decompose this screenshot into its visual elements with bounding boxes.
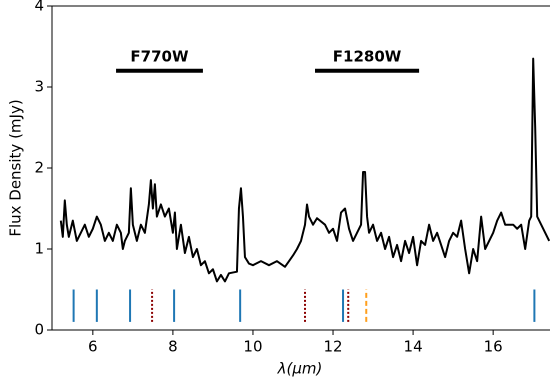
y-tick-label: 1 bbox=[34, 240, 44, 258]
plot-area bbox=[59, 57, 550, 322]
x-tick-label: 16 bbox=[484, 338, 503, 356]
x-tick-label: 10 bbox=[243, 338, 262, 356]
x-tick-label: 8 bbox=[168, 338, 178, 356]
x-tick-label: 6 bbox=[88, 338, 98, 356]
filter-label: F770W bbox=[130, 47, 189, 65]
y-axis-label: Flux Density (mJy) bbox=[7, 99, 25, 236]
y-tick-label: 3 bbox=[34, 78, 44, 96]
x-tick-label: 14 bbox=[404, 338, 423, 356]
y-tick-label: 2 bbox=[34, 159, 44, 177]
y-tick-label: 0 bbox=[34, 321, 44, 339]
spectrum-line bbox=[59, 57, 550, 283]
filter-label: F1280W bbox=[333, 47, 402, 65]
x-tick-label: 12 bbox=[323, 338, 342, 356]
y-tick-label: 4 bbox=[34, 0, 44, 15]
x-axis-label: λ(μm) bbox=[277, 360, 323, 378]
